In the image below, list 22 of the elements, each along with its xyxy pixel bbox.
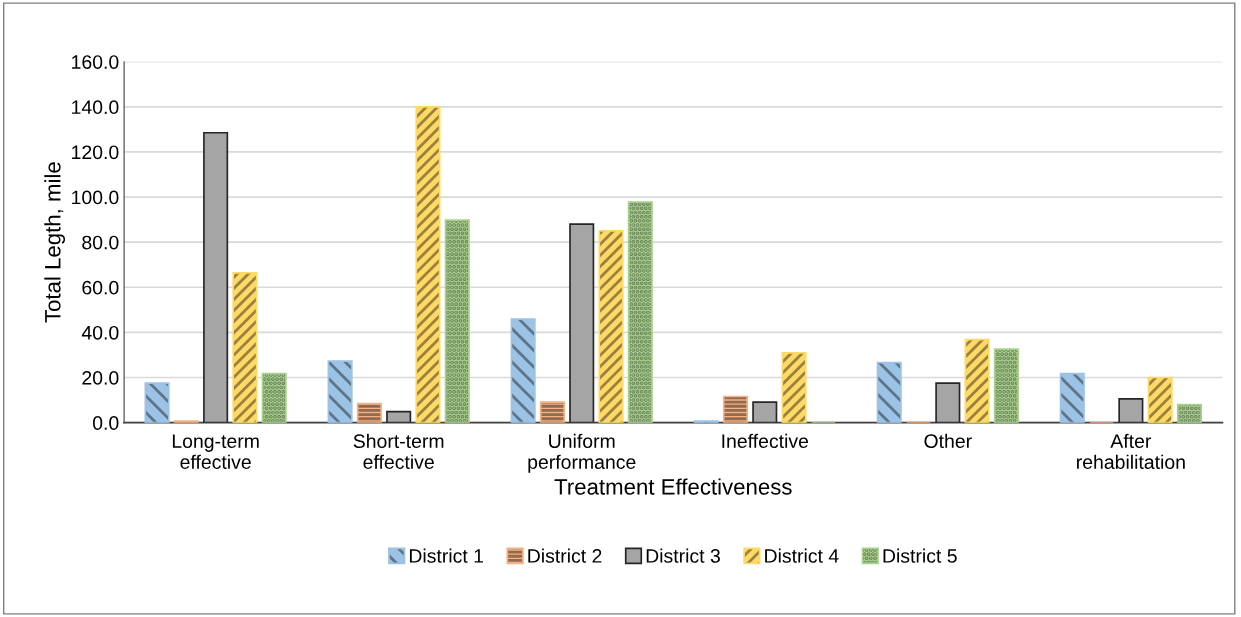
- y-tick-label: 80.0: [82, 235, 119, 250]
- x-axis-title: Treatment Effectiveness: [554, 478, 792, 495]
- y-axis-title: Total Legth, mile: [44, 162, 66, 323]
- legend-label: District 3: [646, 548, 720, 563]
- x-tick-label: Ineffective: [722, 433, 809, 449]
- x-tick-label: Uniform performance: [528, 433, 636, 473]
- x-tick-label: After rehabilitation: [1077, 433, 1185, 469]
- x-tick-label: Other: [924, 433, 972, 449]
- y-tick-label: 0.0: [92, 416, 119, 430]
- y-tick-label: 140.0: [72, 100, 119, 115]
- y-tick-label: 20.0: [82, 370, 119, 385]
- legend-label: District 5: [883, 548, 957, 563]
- y-tick-label: 100.0: [72, 190, 119, 205]
- legend-label: District 2: [528, 548, 602, 563]
- y-tick-label: 60.0: [82, 280, 119, 295]
- legend-label: District 1: [409, 548, 484, 563]
- x-tick-label: Long-term effective: [172, 434, 259, 469]
- legend-label: District 4: [765, 548, 839, 563]
- y-tick-label: 120.0: [72, 145, 119, 160]
- x-tick-label: Short-term effective: [353, 433, 444, 469]
- y-tick-label: 40.0: [81, 325, 119, 340]
- y-tick-label: 160.0: [72, 55, 119, 69]
